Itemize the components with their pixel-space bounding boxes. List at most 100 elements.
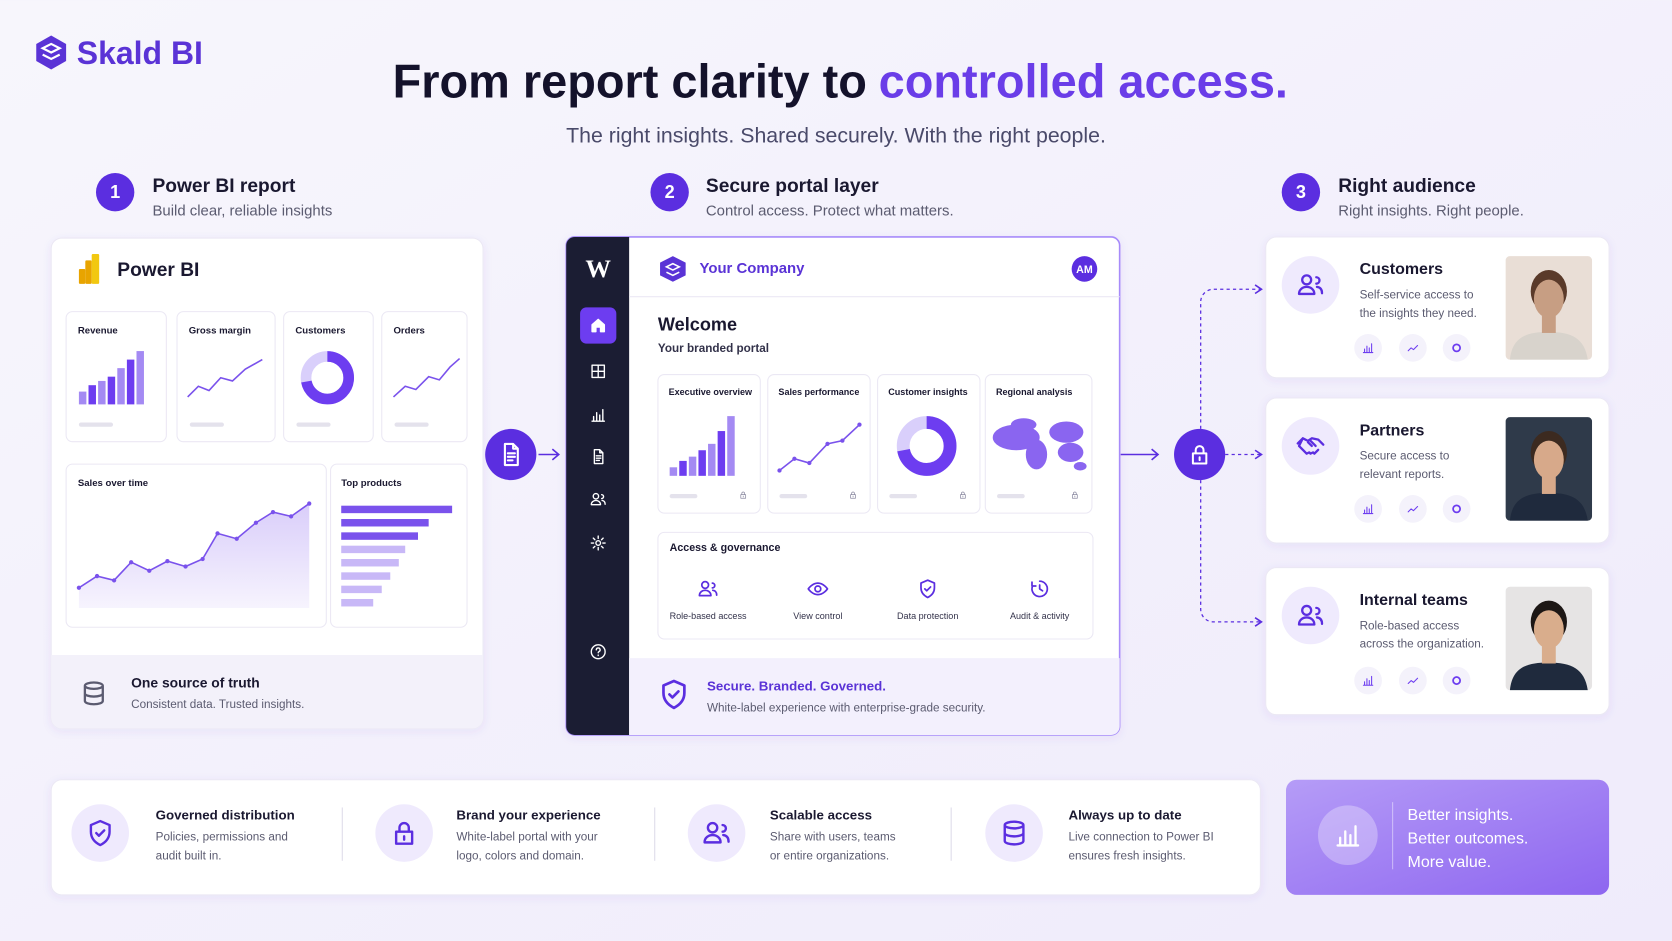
- icon-path: [703, 821, 730, 844]
- step-number: 3: [1296, 182, 1306, 202]
- icon-path: [1072, 491, 1078, 499]
- map-blob: [1049, 421, 1084, 443]
- mini-icon-bg: [1354, 334, 1382, 362]
- step-number: 1: [110, 182, 120, 202]
- tile-line-dot: [825, 441, 830, 446]
- content: Skald BI From report clarity to controlled…: [36, 35, 1610, 896]
- report-tile-label: Regional analysis: [996, 387, 1072, 397]
- step-number: 2: [665, 182, 675, 202]
- welcome-title: Welcome: [658, 314, 737, 334]
- feature-desc: Live connection to Power BI: [1068, 830, 1213, 843]
- page-title: From report clarity to controlled access.: [393, 56, 1288, 108]
- sales-line-dot: [111, 578, 117, 583]
- feature-desc: Share with users, teams: [770, 830, 896, 843]
- photo-face: [1533, 279, 1564, 319]
- sales-line: [78, 502, 310, 589]
- step-title: Right audience: [1338, 176, 1476, 197]
- icon-path: [698, 580, 718, 597]
- icon-path: [1031, 580, 1049, 598]
- icon-trend: [1407, 506, 1419, 513]
- icon-gear: [590, 535, 606, 551]
- icon-doc: [593, 449, 604, 465]
- governance-title: Access & governance: [670, 542, 781, 554]
- page-subtitle: The right insights. Shared securely. Wit…: [566, 123, 1106, 147]
- portal-footer: [629, 658, 1120, 735]
- step-title: Secure portal layer: [706, 176, 879, 197]
- icon-path: [1452, 343, 1461, 353]
- closing-line: Better outcomes.: [1408, 831, 1529, 848]
- icon-chart: [1362, 343, 1374, 354]
- connector-arrow: [538, 448, 561, 461]
- feature-desc: or entire organizations.: [770, 850, 889, 863]
- placeholder: [889, 493, 918, 499]
- icon-db: [83, 681, 104, 706]
- photo-face: [1533, 610, 1564, 649]
- sales-line-dot: [129, 560, 134, 565]
- mini-bar: [136, 351, 144, 405]
- icon-grid: [591, 364, 606, 379]
- connector-badge: [1174, 428, 1226, 481]
- step-subtitle: Right insights. Right people.: [1338, 202, 1524, 219]
- audience-desc: Self-service access to: [1360, 289, 1474, 302]
- report-tile: [767, 373, 871, 514]
- tile-line-dot: [792, 456, 797, 461]
- kpi-card: [283, 311, 374, 443]
- portal-logo: W: [585, 254, 611, 283]
- step-subtitle: Build clear, reliable insights: [152, 202, 332, 219]
- audience-desc: the insights they need.: [1360, 307, 1477, 320]
- mini-icon-bg: [1442, 666, 1471, 695]
- icon-ring: [1452, 504, 1461, 514]
- photo-face: [1533, 440, 1564, 480]
- step-badge: [95, 172, 135, 212]
- kpi-line: [187, 358, 263, 398]
- governance-item: Data protection: [897, 611, 958, 621]
- icon-chart: [591, 408, 606, 422]
- feature-title: Scalable access: [770, 808, 872, 823]
- icon-chart: [1362, 675, 1374, 686]
- icon-shield: [662, 679, 686, 710]
- feature-icon-bg: [985, 804, 1043, 862]
- audience-name: Internal teams: [1360, 592, 1468, 609]
- step-badge: [1281, 172, 1321, 212]
- donut-arc: [300, 351, 355, 405]
- closing-line: Better insights.: [1408, 807, 1514, 824]
- sales-line-dot: [183, 564, 188, 569]
- sales-area: [78, 503, 310, 609]
- icon-path: [1296, 437, 1325, 455]
- mini-bar: [688, 456, 697, 476]
- brand-logo-mark: [40, 42, 63, 61]
- mini-bar: [717, 431, 726, 476]
- map-blob: [992, 424, 1040, 451]
- audience-desc: Role-based access: [1360, 619, 1460, 632]
- feature-icon-bg: [687, 804, 746, 862]
- photo-body: [1509, 662, 1588, 691]
- icon-path: [591, 318, 606, 333]
- product-bar: [341, 505, 453, 514]
- icon-users: [1297, 604, 1324, 626]
- icon-trend: [1407, 344, 1419, 352]
- icon-path: [593, 449, 604, 465]
- icon-lock: [1072, 491, 1078, 499]
- icon-doc: [503, 442, 519, 467]
- icon-help: [590, 644, 606, 660]
- report-tile-label: Sales performance: [778, 387, 859, 397]
- kpi-label: Gross margin: [189, 325, 251, 336]
- panel-label: Sales over time: [78, 478, 148, 489]
- closing-card: [1285, 779, 1610, 895]
- tile-line-dot: [840, 438, 845, 443]
- icon-path: [740, 491, 747, 499]
- map-blob: [1025, 439, 1048, 470]
- audience-name: Customers: [1360, 261, 1444, 278]
- kpi-card: [381, 311, 468, 443]
- icon-home: [591, 318, 606, 333]
- audience-icon-bg: [1281, 256, 1340, 314]
- icon-path: [590, 535, 606, 551]
- icon-path: [1297, 274, 1324, 296]
- audience-desc: Secure access to: [1360, 450, 1450, 463]
- kpi-label: Orders: [393, 325, 424, 336]
- distribution-lines: [1200, 288, 1261, 623]
- mini-bar: [78, 391, 87, 405]
- icon-path: [1297, 604, 1324, 626]
- icon-path: [1407, 344, 1419, 352]
- tile-line-dot: [857, 422, 862, 427]
